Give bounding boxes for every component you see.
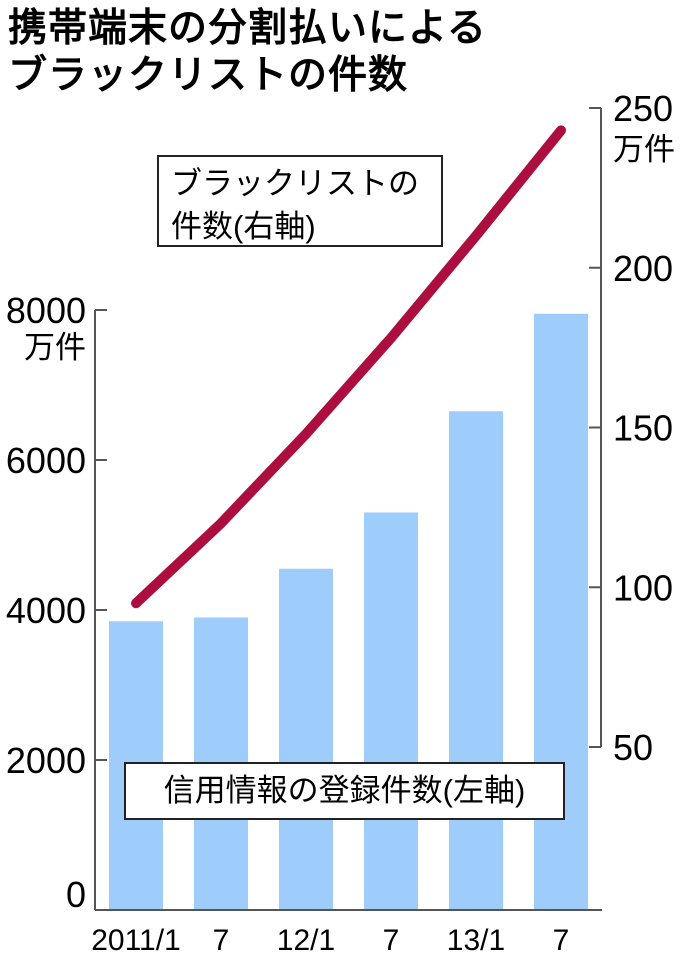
- left-axis-label-2000: 2000: [6, 740, 86, 781]
- left-axis-label-4000: 4000: [6, 590, 86, 631]
- chart-title: 携帯端末の分割払いによる ブラックリストの件数: [8, 6, 487, 100]
- axes-group: [94, 107, 602, 911]
- chart-title-line1: 携帯端末の分割払いによる: [8, 7, 487, 50]
- bar-7: [534, 313, 588, 910]
- line-series-label-line2: 件数(右軸): [171, 208, 316, 244]
- chart-title-line2: ブラックリストの件数: [8, 53, 409, 97]
- x-label-0: 2011/1: [91, 924, 181, 957]
- left-axis-label-8000: 8000: [6, 290, 86, 331]
- bar-7: [364, 512, 418, 910]
- line-series-label-line1: ブラックリストの: [171, 166, 419, 201]
- left-axis-unit: 万件: [24, 330, 86, 365]
- right-axis-label-200: 200: [613, 248, 673, 289]
- right-axis-label-150: 150: [613, 408, 673, 449]
- bar-series-label: 信用情報の登録件数(左軸): [124, 762, 565, 820]
- x-label-2: 12/1: [277, 924, 335, 957]
- left-axis-label-6000: 6000: [6, 440, 86, 481]
- blacklist-line-series: [131, 125, 566, 609]
- bar-12/1: [279, 568, 333, 910]
- x-label-1: 7: [213, 924, 230, 957]
- bar-series-label-text: 信用情報の登録件数(左軸): [163, 773, 526, 808]
- right-axis-label-250: 250: [613, 88, 673, 129]
- left-axis-label-0: 0: [66, 874, 86, 915]
- x-label-3: 7: [383, 924, 400, 957]
- bar-13/1: [449, 411, 503, 910]
- bars-group: [109, 313, 588, 910]
- x-label-5: 7: [553, 924, 570, 957]
- x-label-4: 13/1: [447, 924, 505, 957]
- line-series-label: ブラックリストの 件数(右軸): [157, 155, 443, 247]
- right-axis-label-100: 100: [613, 567, 673, 608]
- right-axis-unit: 万件: [613, 132, 675, 167]
- x-axis-labels: 2011/1 7 12/1 7 13/1 7: [91, 924, 569, 957]
- right-axis-label-50: 50: [613, 727, 653, 768]
